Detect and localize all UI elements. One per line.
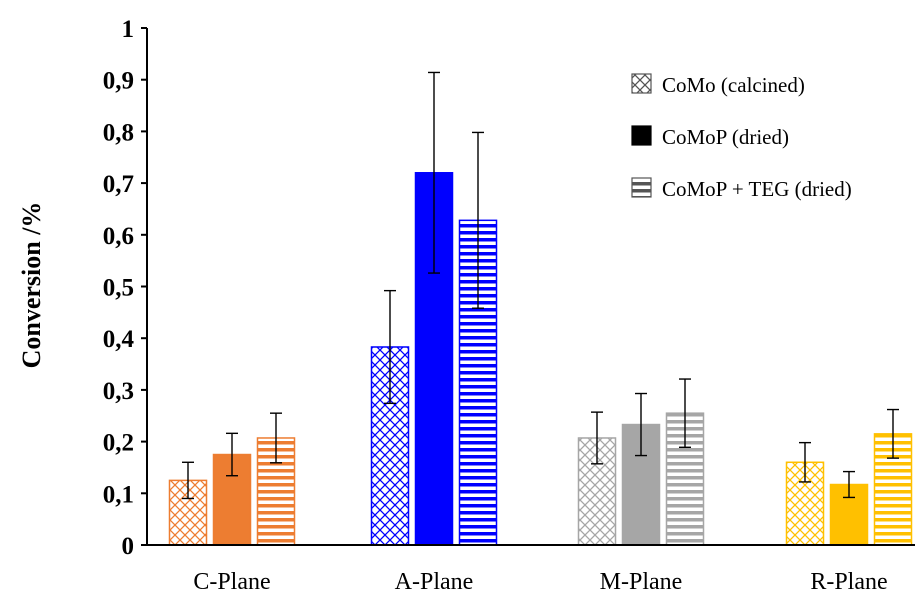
x-category-label: C-Plane: [193, 569, 270, 595]
x-category-labels: C-Plane A-Plane M-Plane R-Plane: [193, 569, 887, 595]
axes-layer: [141, 27, 915, 546]
y-axis-label: Conversion /%: [17, 202, 46, 369]
error-bar-r-plane-series-3: [887, 408, 899, 459]
y-tick-label: 0,2: [103, 430, 134, 457]
y-tick-label: 0: [122, 533, 135, 560]
y-tick-label: 0,3: [103, 378, 134, 405]
error-bar-m-plane-series-1: [591, 411, 603, 465]
x-category-label: A-Plane: [395, 569, 474, 595]
legend-swatch: [631, 177, 652, 198]
x-category-label: R-Plane: [810, 569, 887, 595]
y-tick-label: 0,9: [103, 68, 134, 95]
error-bar-m-plane-series-3: [679, 378, 691, 448]
y-tick-label: 0,1: [103, 481, 134, 508]
y-tick-label: 0,5: [103, 275, 134, 302]
legend-label: CoMo (calcined): [662, 73, 805, 97]
legend-label: CoMoP + TEG (dried): [662, 177, 852, 201]
y-tick-label: 0,6: [103, 223, 134, 250]
error-bar-m-plane-series-2: [635, 392, 647, 457]
legend: CoMo (calcined) CoMoP (dried) CoMoP + TEG …: [631, 73, 852, 201]
error-bar-c-plane-series-2: [226, 432, 238, 477]
y-tick-label: 0,4: [103, 326, 135, 353]
error-bar-c-plane-series-3: [270, 412, 282, 464]
legend-swatch: [631, 73, 652, 94]
error-bar-a-plane-series-2: [428, 71, 440, 274]
legend-swatch: [631, 125, 652, 146]
y-tick-labels: 0 0,1 0,2 0,3 0,4 0,5 0,6 0,7 0,8 0,9 1: [103, 16, 135, 560]
error-bar-a-plane-series-1: [384, 289, 396, 405]
error-bar-c-plane-series-1: [182, 461, 194, 500]
y-tick-label: 0,7: [103, 171, 134, 198]
error-bar-r-plane-series-1: [799, 441, 811, 483]
bar-a-plane-series-1: [370, 346, 410, 546]
error-bars-layer: [182, 71, 899, 500]
legend-label: CoMoP (dried): [662, 125, 789, 149]
x-category-label: M-Plane: [600, 569, 683, 595]
error-bar-r-plane-series-2: [843, 470, 855, 499]
error-bar-a-plane-series-3: [472, 131, 484, 309]
y-tick-label: 1: [122, 16, 135, 43]
bars-layer: [168, 172, 913, 546]
y-tick-label: 0,8: [103, 119, 134, 146]
